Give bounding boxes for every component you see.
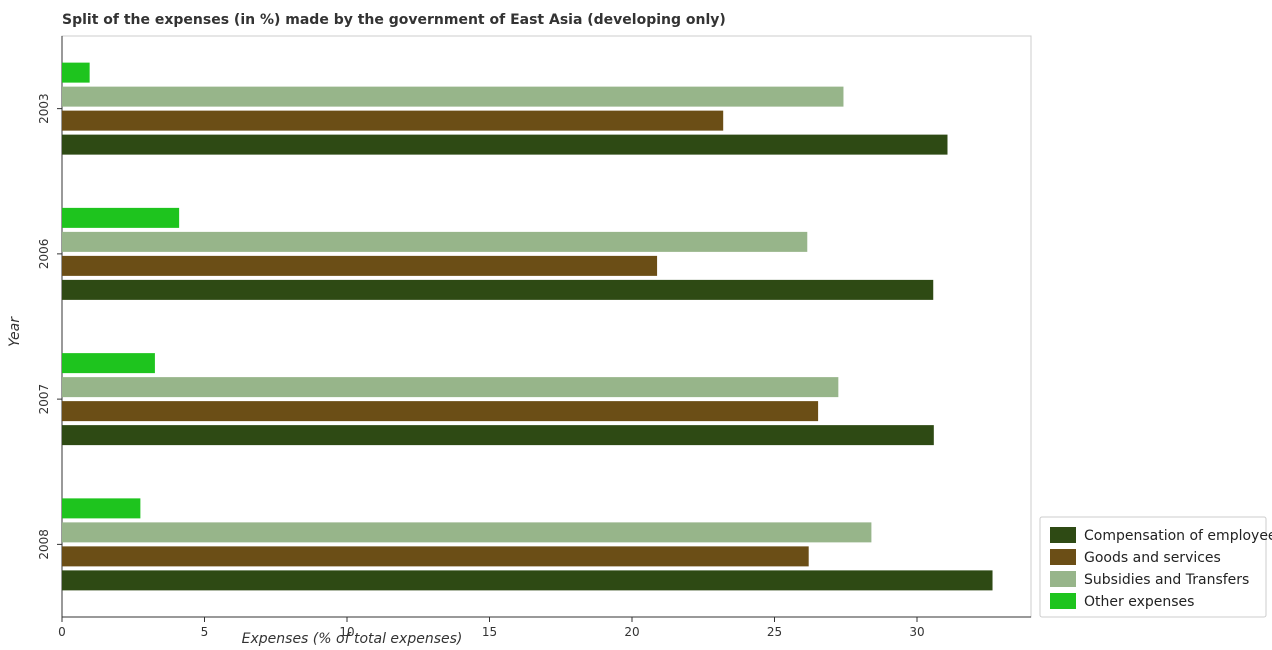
bar-2003-goods-and-services — [62, 110, 724, 131]
chart-title: Split of the expenses (in %) made by the… — [62, 12, 726, 28]
legend-label-other-expenses: Other expenses — [1084, 594, 1194, 610]
legend-label-goods-and-services: Goods and services — [1084, 550, 1221, 566]
x-axis-label: Expenses (% of total expenses) — [242, 631, 463, 647]
legend-swatch-other-expenses — [1050, 593, 1076, 609]
bar-2007-goods-and-services — [62, 401, 819, 422]
x-tick-label-20: 20 — [624, 625, 639, 639]
bar-2008-other-expenses — [62, 498, 141, 519]
bar-2006-compensation-of-employees — [62, 279, 934, 300]
bar-2003-subsidies-and-transfers — [62, 86, 844, 107]
x-tick-label-25: 25 — [767, 625, 782, 639]
bar-2006-other-expenses — [62, 207, 180, 228]
x-tick-label-0: 0 — [58, 625, 66, 639]
plot-area — [61, 35, 1032, 618]
bar-2008-subsidies-and-transfers — [62, 522, 872, 543]
bar-2007-subsidies-and-transfers — [62, 377, 839, 398]
y-tick-label-2006: 2006 — [37, 239, 51, 270]
y-tick-label-2003: 2003 — [37, 93, 51, 124]
legend-swatch-goods-and-services — [1050, 549, 1076, 565]
bar-2006-goods-and-services — [62, 255, 658, 276]
bar-2007-other-expenses — [62, 353, 155, 374]
legend-box — [1039, 516, 1267, 618]
legend-label-subsidies-and-transfers: Subsidies and Transfers — [1084, 572, 1249, 588]
x-tick-label-10: 10 — [339, 625, 354, 639]
bar-2006-subsidies-and-transfers — [62, 231, 808, 252]
bar-2003-compensation-of-employees — [62, 134, 948, 155]
y-tick-label-2007: 2007 — [37, 384, 51, 415]
x-tick-label-5: 5 — [201, 625, 209, 639]
legend: Compensation of employees Goods and servi… — [1039, 516, 1272, 618]
x-tick-label-15: 15 — [482, 625, 497, 639]
bar-2007-compensation-of-employees — [62, 425, 934, 446]
x-tick-labels: 0 5 10 15 20 25 30 — [58, 617, 925, 639]
x-tick-label-30: 30 — [909, 625, 924, 639]
legend-label-compensation-of-employees: Compensation of employees — [1084, 528, 1272, 544]
y-tick-label-2008: 2008 — [37, 529, 51, 560]
legend-swatch-subsidies-and-transfers — [1050, 571, 1076, 587]
bar-2008-goods-and-services — [62, 546, 809, 567]
y-tick-labels: 2003 2006 2007 2008 — [37, 93, 62, 560]
y-axis-label: Year — [7, 316, 23, 347]
bar-2003-other-expenses — [62, 62, 90, 83]
bar-2008-compensation-of-employees — [62, 570, 993, 591]
legend-swatch-compensation-of-employees — [1050, 527, 1076, 543]
